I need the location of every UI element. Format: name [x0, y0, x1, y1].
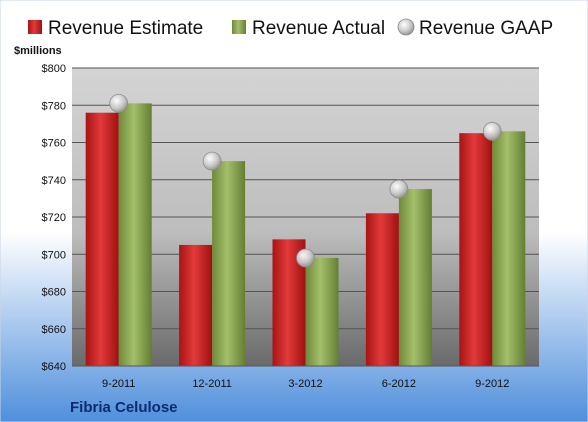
legend: Revenue Estimate Revenue Actual Revenue … — [28, 18, 553, 39]
x-tick-label: 9-2012 — [475, 378, 509, 390]
y-tick-label: $780 — [42, 100, 66, 112]
bar-revenue-estimate — [365, 213, 399, 366]
legend-swatch-gaap — [397, 18, 415, 36]
marker-revenue-gaap — [482, 121, 502, 141]
bar-revenue-estimate — [85, 112, 119, 366]
x-tick-label: 6-2012 — [382, 378, 416, 390]
bar-revenue-actual — [212, 161, 246, 366]
y-tick-label: $720 — [42, 212, 66, 224]
x-tick-label: 3-2012 — [288, 378, 322, 390]
bar-revenue-actual — [118, 103, 152, 366]
marker-revenue-gaap — [296, 248, 315, 268]
marker-revenue-gaap — [109, 93, 129, 113]
legend-label-actual: Revenue Actual — [252, 18, 385, 39]
legend-swatch-actual — [232, 20, 246, 34]
marker-revenue-gaap — [202, 151, 222, 171]
legend-label-estimate: Revenue Estimate — [48, 18, 203, 39]
x-tick-label: 12-2011 — [192, 378, 232, 390]
y-axis-ticks: $640 $660 $680 $700 $720 $740 $760 $780 $800 — [42, 63, 66, 373]
bars — [85, 103, 526, 366]
bar-revenue-estimate — [179, 244, 213, 366]
y-tick-label: $760 — [42, 138, 66, 150]
marker-revenue-gaap — [389, 179, 409, 199]
y-tick-label: $800 — [42, 63, 66, 75]
y-tick-label: $640 — [42, 361, 66, 373]
y-axis-label: $millions — [14, 45, 62, 57]
company-name: Fibria Celulose — [70, 399, 178, 416]
y-tick-label: $660 — [42, 324, 66, 336]
bar-revenue-actual — [305, 257, 339, 366]
bar-revenue-actual — [398, 189, 432, 366]
bar-revenue-actual — [492, 131, 526, 366]
x-tick-label: 9-2011 — [102, 378, 135, 390]
x-axis-ticks: 9-2011 12-2011 3-2012 6-2012 9-2012 — [102, 378, 509, 390]
gaap-markers — [109, 93, 502, 268]
legend-swatch-estimate — [28, 20, 42, 34]
y-tick-label: $700 — [42, 249, 66, 261]
bar-revenue-estimate — [459, 133, 493, 366]
legend-label-gaap: Revenue GAAP — [419, 18, 553, 39]
y-tick-label: $680 — [42, 287, 66, 299]
y-tick-label: $740 — [42, 175, 66, 187]
